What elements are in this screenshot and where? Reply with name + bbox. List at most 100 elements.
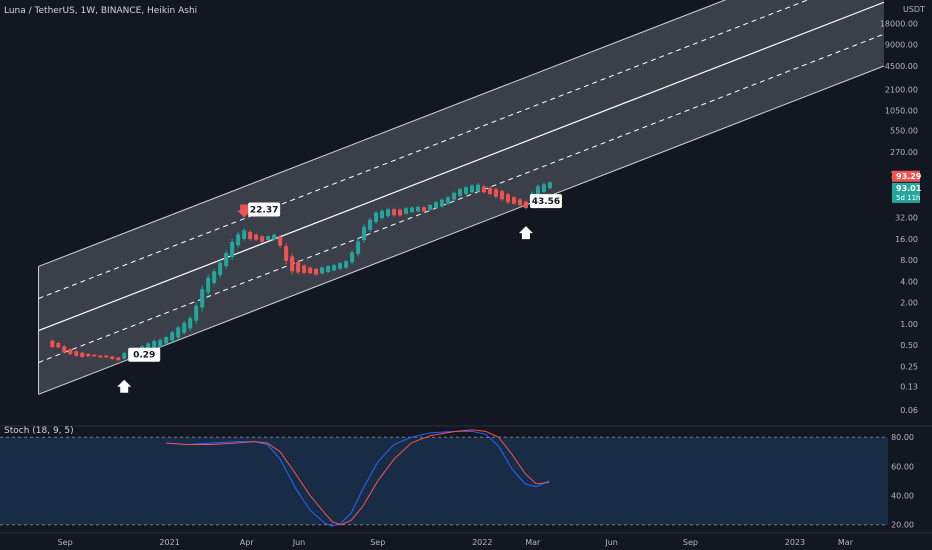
candle-body-37 bbox=[272, 234, 277, 240]
candle-body-16 bbox=[146, 343, 151, 351]
y-tick-label-2: 9000.00 bbox=[885, 41, 918, 50]
candle-body-38 bbox=[278, 237, 283, 246]
annotation-label-2: 43.56 bbox=[532, 197, 560, 207]
candle-body-12 bbox=[122, 353, 127, 359]
candle-body-68 bbox=[457, 189, 462, 196]
candle-body-65 bbox=[440, 199, 445, 207]
candle-body-21 bbox=[176, 327, 181, 338]
y-tick-label-6: 550.00 bbox=[890, 126, 918, 135]
y-tick-label-12: 8.00 bbox=[900, 256, 918, 265]
candle-body-62 bbox=[422, 207, 427, 212]
candle-body-51 bbox=[356, 241, 361, 254]
candle-body-25 bbox=[200, 289, 205, 308]
candle-body-18 bbox=[158, 339, 163, 347]
candle-body-17 bbox=[152, 340, 157, 349]
y-tick-label-10: 32.00 bbox=[895, 214, 918, 223]
candle-body-55 bbox=[380, 210, 385, 218]
price-badge-label-0: 93.29 bbox=[896, 172, 922, 181]
annotation-label-0: 22.37 bbox=[250, 206, 278, 216]
candle-body-42 bbox=[302, 265, 307, 273]
annotation-box-1 bbox=[128, 347, 161, 362]
price-badge-1 bbox=[892, 182, 920, 203]
stoch-y-tick-2: 40.00 bbox=[891, 492, 914, 501]
candle-body-48 bbox=[338, 263, 343, 269]
candle-body-3 bbox=[68, 349, 73, 355]
candle-body-6 bbox=[86, 353, 91, 357]
candle-body-73 bbox=[487, 187, 492, 195]
candle-body-61 bbox=[416, 206, 421, 212]
y-tick-label-16: 0.50 bbox=[900, 341, 918, 350]
channel-upper bbox=[38, 0, 727, 267]
annotation-box-0 bbox=[248, 202, 281, 217]
annotation-arrow-1 bbox=[117, 379, 132, 393]
candle-body-10 bbox=[110, 356, 115, 360]
candle-body-70 bbox=[469, 185, 474, 193]
candle-body-75 bbox=[499, 191, 504, 200]
candle-body-19 bbox=[164, 337, 169, 344]
candle-body-49 bbox=[344, 261, 349, 268]
candle-body-27 bbox=[212, 271, 217, 283]
x-tick-label-10: Mar bbox=[838, 538, 854, 547]
stoch-band-fill bbox=[0, 437, 888, 525]
candle-body-46 bbox=[326, 266, 331, 273]
x-tick-label-5: 2022 bbox=[472, 538, 492, 547]
stoch-y-tick-0: 80.00 bbox=[891, 433, 914, 442]
candle-body-7 bbox=[92, 354, 97, 357]
candle-body-50 bbox=[350, 252, 355, 263]
x-tick-label-8: Sep bbox=[683, 538, 698, 547]
y-tick-label-14: 2.00 bbox=[900, 299, 918, 308]
candle-body-69 bbox=[463, 187, 468, 194]
channel-upper-quarter bbox=[38, 0, 809, 299]
y-tick-label-17: 0.25 bbox=[900, 362, 918, 371]
x-tick-label-1: 2021 bbox=[159, 538, 179, 547]
candle-body-22 bbox=[182, 322, 187, 333]
stoch-line-1 bbox=[166, 429, 550, 526]
candle-body-76 bbox=[505, 194, 510, 203]
y-tick-label-19: 0.06 bbox=[900, 406, 918, 415]
candle-body-34 bbox=[254, 234, 259, 240]
candle-body-30 bbox=[230, 241, 235, 257]
x-tick-label-6: Mar bbox=[525, 538, 541, 547]
y-tick-label-11: 16.00 bbox=[895, 235, 918, 244]
price-badge-0 bbox=[892, 170, 920, 182]
candle-body-20 bbox=[170, 332, 175, 341]
axes: 18000.00 9000.00 4500.00 2100.00 1050.00 550.… bbox=[0, 19, 932, 547]
channel-lower bbox=[38, 65, 885, 395]
x-tick-label-7: Jun bbox=[604, 538, 618, 547]
candle-body-36 bbox=[266, 236, 271, 240]
y-tick-label-3: 4500.00 bbox=[885, 62, 918, 71]
y-tick-label-15: 1.00 bbox=[900, 320, 918, 329]
candle-body-78 bbox=[517, 199, 522, 206]
y-tick-label-1: 18000.00 bbox=[880, 19, 918, 28]
annotation-0: 22.37 bbox=[237, 202, 281, 218]
candle-body-59 bbox=[404, 208, 409, 214]
price-pane: 22.37 0.29 43.56 bbox=[38, 0, 885, 395]
candle-body-31 bbox=[236, 234, 241, 246]
candle-body-58 bbox=[398, 209, 403, 216]
candle-body-81 bbox=[535, 186, 540, 197]
candle-body-54 bbox=[374, 212, 379, 222]
candle-body-56 bbox=[386, 209, 391, 217]
annotation-box-2 bbox=[529, 194, 562, 209]
candle-body-53 bbox=[368, 219, 373, 230]
channel-fill bbox=[38, 0, 884, 395]
annotation-arrow-2 bbox=[518, 226, 533, 240]
x-tick-label-2: Apr bbox=[240, 538, 255, 547]
stoch-y-tick-3: 20.00 bbox=[891, 521, 914, 530]
candle-body-5 bbox=[80, 352, 85, 357]
stoch-pane bbox=[0, 429, 888, 527]
candle-body-44 bbox=[314, 269, 319, 275]
candle-body-4 bbox=[74, 351, 79, 356]
annotation-2: 43.56 bbox=[518, 194, 562, 240]
candle-body-63 bbox=[428, 204, 433, 210]
candle-body-64 bbox=[434, 202, 439, 208]
candle-body-33 bbox=[248, 232, 253, 240]
channel-lower-quarter bbox=[38, 33, 885, 363]
candle-body-0 bbox=[50, 340, 55, 347]
candle-body-43 bbox=[308, 267, 313, 274]
stoch-y-tick-1: 60.00 bbox=[891, 462, 914, 471]
candle-body-47 bbox=[332, 265, 337, 271]
annotation-arrow-0 bbox=[237, 204, 252, 218]
candle-body-67 bbox=[451, 192, 456, 200]
